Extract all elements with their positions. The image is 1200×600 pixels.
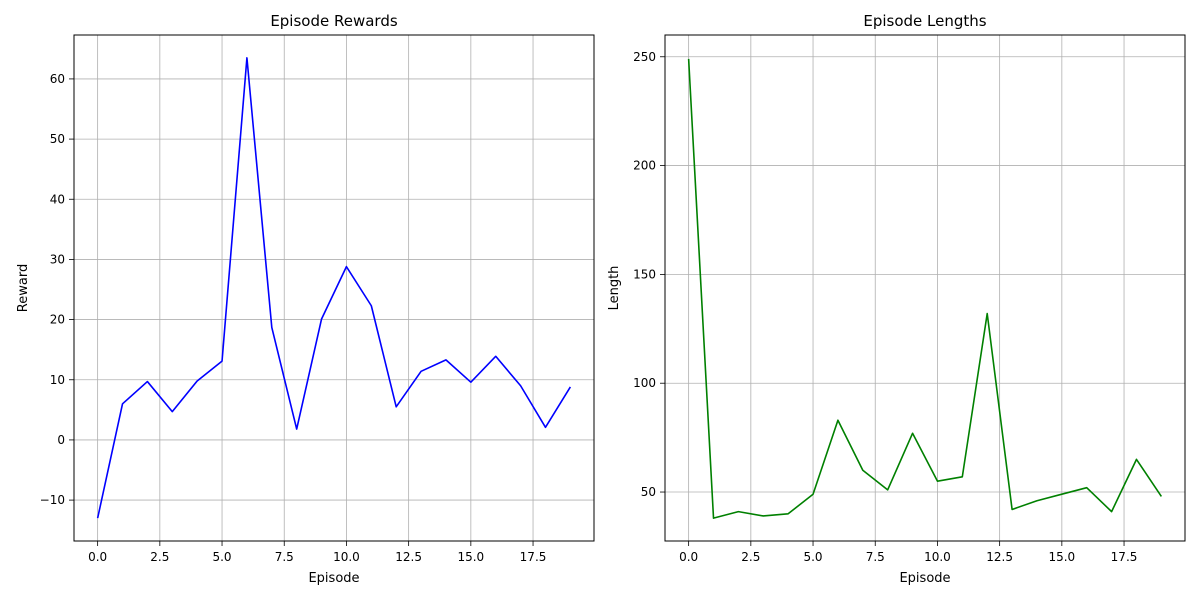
rewards-plot-frame <box>73 34 595 542</box>
rewards-x-ticks: 0.0 2.5 5.0 7.5 10.0 12.5 15.0 17.5 <box>88 541 546 564</box>
rewards-y-tick-label: 0 <box>57 433 65 447</box>
rewards-series-line <box>96 57 572 519</box>
lengths-y-axis-label: Length <box>607 266 622 311</box>
rewards-x-tick-label: 10.0 <box>333 550 360 564</box>
rewards-title: Episode Rewards <box>270 12 398 30</box>
rewards-y-tick-label: 10 <box>50 373 65 387</box>
lengths-title: Episode Lengths <box>863 12 986 30</box>
lengths-y-tick-label: 150 <box>633 267 656 281</box>
lengths-x-ticks: 0.0 2.5 5.0 7.5 10.0 12.5 15.0 17.5 <box>679 541 1137 564</box>
lengths-chart: 0.0 2.5 5.0 7.5 10.0 12.5 15.0 17.5 50 100 150 200… <box>607 12 1186 586</box>
lengths-x-tick-label: 2.5 <box>741 550 760 564</box>
rewards-x-tick-label: 5.0 <box>212 550 231 564</box>
rewards-y-tick-label: 30 <box>50 252 65 266</box>
lengths-y-tick-label: 200 <box>633 159 656 173</box>
rewards-y-tick-label: 40 <box>50 192 65 206</box>
rewards-y-tick-label: 60 <box>50 72 65 86</box>
rewards-x-tick-label: 12.5 <box>395 550 422 564</box>
lengths-y-ticks: 50 100 150 200 250 <box>633 50 665 499</box>
lengths-x-tick-label: 7.5 <box>866 550 885 564</box>
lengths-x-tick-label: 0.0 <box>679 550 698 564</box>
rewards-x-tick-label: 2.5 <box>150 550 169 564</box>
rewards-y-tick-label: 20 <box>50 313 65 327</box>
rewards-y-tick-label: −10 <box>40 493 65 507</box>
lengths-grid <box>665 35 1185 541</box>
lengths-x-axis-label: Episode <box>899 571 950 586</box>
lengths-x-tick-label: 17.5 <box>1111 550 1138 564</box>
lengths-x-tick-label: 15.0 <box>1048 550 1075 564</box>
lengths-x-tick-label: 10.0 <box>924 550 951 564</box>
lengths-y-tick-label: 50 <box>641 485 656 499</box>
rewards-x-axis-label: Episode <box>308 571 359 586</box>
lengths-x-tick-label: 5.0 <box>803 550 822 564</box>
rewards-x-tick-label: 7.5 <box>275 550 294 564</box>
rewards-y-tick-label: 50 <box>50 132 65 146</box>
rewards-x-tick-label: 0.0 <box>88 550 107 564</box>
rewards-chart: 0.0 2.5 5.0 7.5 10.0 12.5 15.0 17.5 −10 0 10 20 30 4… <box>16 12 595 586</box>
rewards-y-axis-label: Reward <box>16 264 31 312</box>
lengths-plot-frame <box>664 34 1186 542</box>
lengths-y-tick-label: 250 <box>633 50 656 64</box>
lengths-y-tick-label: 100 <box>633 376 656 390</box>
lengths-x-tick-label: 12.5 <box>986 550 1013 564</box>
lengths-series-line <box>687 58 1163 519</box>
rewards-y-ticks: −10 0 10 20 30 40 50 60 <box>40 72 74 507</box>
rewards-grid <box>74 35 594 541</box>
rewards-x-tick-label: 15.0 <box>457 550 484 564</box>
rewards-x-tick-label: 17.5 <box>520 550 547 564</box>
